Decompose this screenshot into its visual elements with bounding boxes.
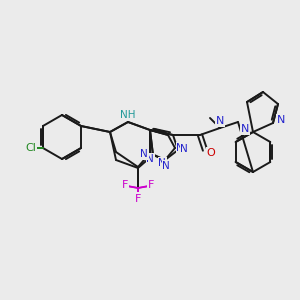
Text: F: F [135, 194, 141, 204]
Text: N: N [180, 144, 188, 154]
Text: N: N [158, 158, 166, 168]
Text: O: O [207, 148, 215, 158]
Text: N: N [140, 149, 148, 159]
Text: NH: NH [120, 110, 136, 120]
Text: F: F [135, 193, 141, 203]
Text: Cl: Cl [26, 143, 36, 153]
Text: NH: NH [120, 110, 136, 120]
Text: F: F [122, 180, 128, 190]
Text: N: N [176, 143, 184, 153]
Text: N: N [241, 124, 249, 134]
Text: N: N [146, 154, 154, 164]
Text: F: F [121, 180, 127, 190]
Text: F: F [148, 180, 154, 190]
Text: N: N [162, 161, 170, 171]
Text: N: N [216, 116, 224, 126]
Text: F: F [149, 180, 155, 190]
Text: N: N [277, 115, 285, 125]
